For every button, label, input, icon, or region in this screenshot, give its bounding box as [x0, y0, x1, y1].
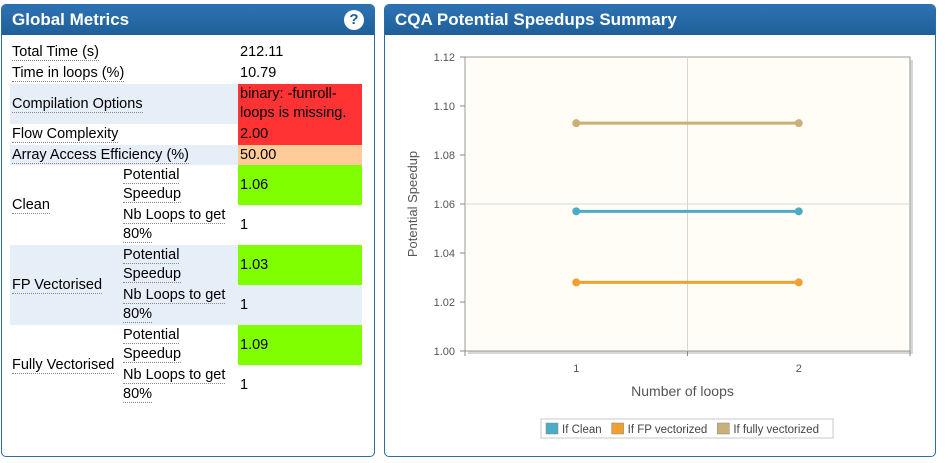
clean-speedup-value: 1.06 [238, 165, 362, 205]
table-row: Time in loops (%) 10.79 [10, 63, 362, 84]
fully-speedup-label: Potential Speedup [123, 327, 182, 363]
data-point [794, 278, 803, 287]
legend-swatch [611, 422, 624, 435]
y-tick-label: 1.12 [434, 52, 455, 64]
x-tick-label: 2 [796, 363, 802, 375]
global-metrics-table: Total Time (s) 212.11 Time in loops (%) … [10, 42, 362, 405]
y-tick-label: 1.08 [434, 150, 455, 162]
legend-swatch [545, 422, 559, 435]
cqa-summary-header: CQA Potential Speedups Summary [385, 5, 935, 35]
fully-speedup-value: 1.09 [238, 325, 362, 365]
total-time-label: Total Time (s) [12, 44, 100, 61]
global-metrics-header: Global Metrics ? [2, 5, 374, 35]
legend-swatch [717, 422, 730, 435]
legend-label: If FP vectorized [628, 424, 708, 436]
legend-label: If fully vectorized [733, 424, 819, 436]
table-row: Array Access Efficiency (%) 50.00 [10, 145, 362, 165]
y-tick-label: 1.10 [434, 101, 455, 113]
fully-group-label: Fully Vectorised [12, 356, 115, 374]
data-point [794, 119, 803, 128]
clean-loops-label: Nb Loops to get 80% [123, 207, 226, 243]
fp-group-label: FP Vectorised [10, 245, 121, 325]
table-row: Nb Loops to get 80% 1 [10, 205, 362, 245]
table-row: Nb Loops to get 80% 1 [10, 285, 362, 325]
table-row: Clean Potential Speedup 1.06 [10, 165, 362, 214]
fully-loops-label: Nb Loops to get 80% [123, 367, 226, 403]
table-row: FP Vectorised Potential Speedup 1.03 [10, 245, 362, 325]
fp-speedup-label: Potential Speedup [121, 245, 238, 285]
table-row: Compilation Options binary: -funroll-loo… [10, 84, 362, 124]
data-point [572, 278, 581, 287]
y-tick-label: 1.06 [434, 199, 455, 211]
array-access-label: Array Access Efficiency (%) [10, 145, 238, 165]
speedup-chart: 1.00 1.02 1.04 1.06 1.08 1.10 1.12 1 2 Number of … [405, 52, 913, 439]
flow-complexity-value: 2.00 [238, 124, 362, 145]
legend-label: If Clean [562, 424, 602, 436]
clean-loops-value: 1 [240, 216, 249, 233]
table-row: Flow Complexity 2.00 [10, 124, 362, 145]
array-access-value: 50.00 [238, 145, 362, 165]
clean-group-label: Clean [12, 196, 50, 214]
table-row: Nb Loops to get 80% 1 [10, 365, 362, 405]
x-axis-label: Number of loops [631, 383, 734, 399]
total-time-value: 212.11 [240, 44, 284, 60]
cqa-summary-title: CQA Potential Speedups Summary [395, 10, 677, 29]
data-point [572, 119, 581, 128]
help-icon[interactable]: ? [344, 10, 364, 30]
y-tick-label: 1.04 [434, 248, 455, 260]
fp-loops-label: Nb Loops to get 80% [121, 285, 238, 325]
data-point [794, 207, 803, 216]
fully-loops-value: 1 [240, 376, 249, 393]
flow-complexity-label: Flow Complexity [12, 126, 119, 143]
time-loops-label: Time in loops (%) [12, 65, 125, 82]
fp-loops-value: 1 [238, 285, 362, 325]
cqa-summary-panel: CQA Potential Speedups Summary 1.00 1.02 1… [384, 4, 936, 457]
fp-speedup-value: 1.03 [238, 245, 362, 285]
compilation-value: binary: -funroll-loops is missing. [238, 84, 362, 124]
y-tick-label: 1.00 [434, 346, 455, 358]
clean-speedup-label: Potential Speedup [123, 167, 182, 203]
table-row: Total Time (s) 212.11 [10, 42, 362, 63]
compilation-label: Compilation Options [10, 84, 238, 124]
y-tick-label: 1.02 [434, 297, 455, 309]
table-row: Fully Vectorised Potential Speedup 1.09 [10, 325, 362, 374]
time-loops-value: 10.79 [240, 65, 277, 81]
global-metrics-panel: Global Metrics ? [1, 4, 375, 457]
y-axis-label: Potential Speedup [405, 151, 420, 257]
global-metrics-title: Global Metrics [12, 10, 130, 29]
data-point [572, 207, 581, 216]
x-tick-label: 1 [573, 363, 579, 375]
